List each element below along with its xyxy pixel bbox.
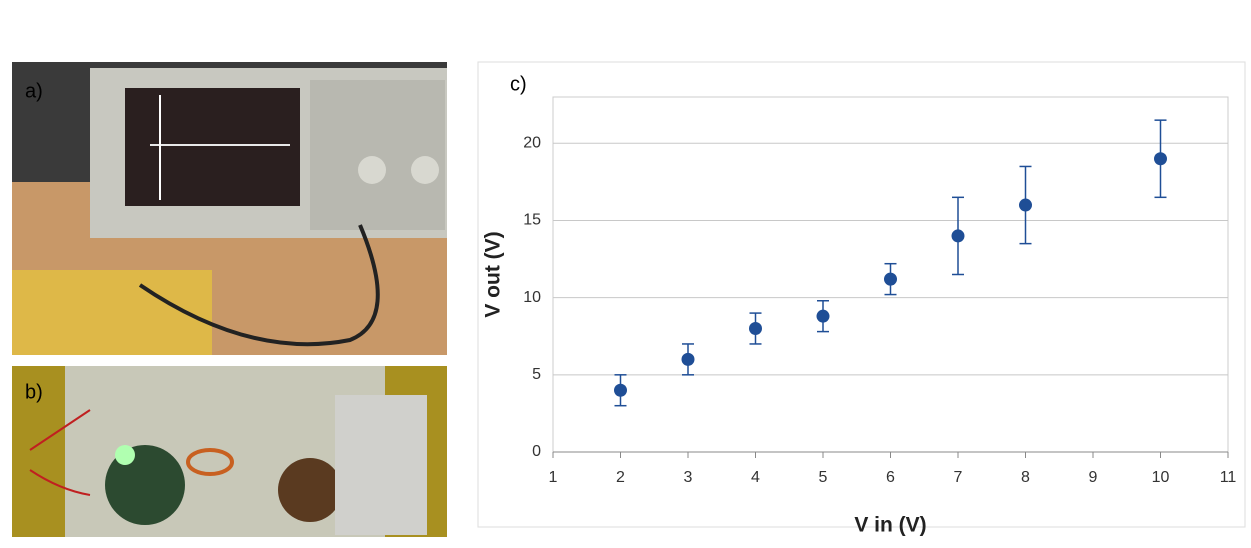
point <box>749 322 762 335</box>
panel-frame <box>478 62 1245 527</box>
figure: a) b) c) 0 5 10 15 20 1 2 3 4 5 6 7 8 9 10 11 V in (V) V … <box>0 0 1251 543</box>
photo-oscilloscope <box>12 62 447 355</box>
x-tick-label: 11 <box>1220 469 1237 486</box>
panel-label: a) <box>25 80 43 102</box>
y-axis-label: V out (V) <box>482 231 505 317</box>
point <box>884 273 897 286</box>
x-tick-label: 3 <box>684 469 693 486</box>
point <box>614 384 627 397</box>
point <box>1019 199 1032 212</box>
x-tick-label: 7 <box>954 469 963 486</box>
x-tick-label: 5 <box>819 469 828 486</box>
x-tick-label: 1 <box>549 469 558 486</box>
point <box>952 229 965 242</box>
panel-label: b) <box>25 381 43 403</box>
x-tick-label: 6 <box>886 469 895 486</box>
y-tick-label: 5 <box>532 366 541 383</box>
x-axis-label: V in (V) <box>854 514 926 537</box>
y-tick-label: 0 <box>532 443 541 460</box>
photo-circuit <box>12 366 447 537</box>
y-tick-label: 15 <box>523 212 541 229</box>
x-tick-label: 8 <box>1021 469 1030 486</box>
x-tick-label: 4 <box>751 469 760 486</box>
y-tick-label: 20 <box>523 135 541 152</box>
panel-label: c) <box>510 73 527 95</box>
y-tick-label: 10 <box>523 289 541 306</box>
x-tick-label: 2 <box>616 469 625 486</box>
point <box>817 310 830 323</box>
point <box>682 353 695 366</box>
x-tick-label: 9 <box>1089 469 1098 486</box>
x-tick-label: 10 <box>1152 469 1170 486</box>
point <box>1154 152 1167 165</box>
